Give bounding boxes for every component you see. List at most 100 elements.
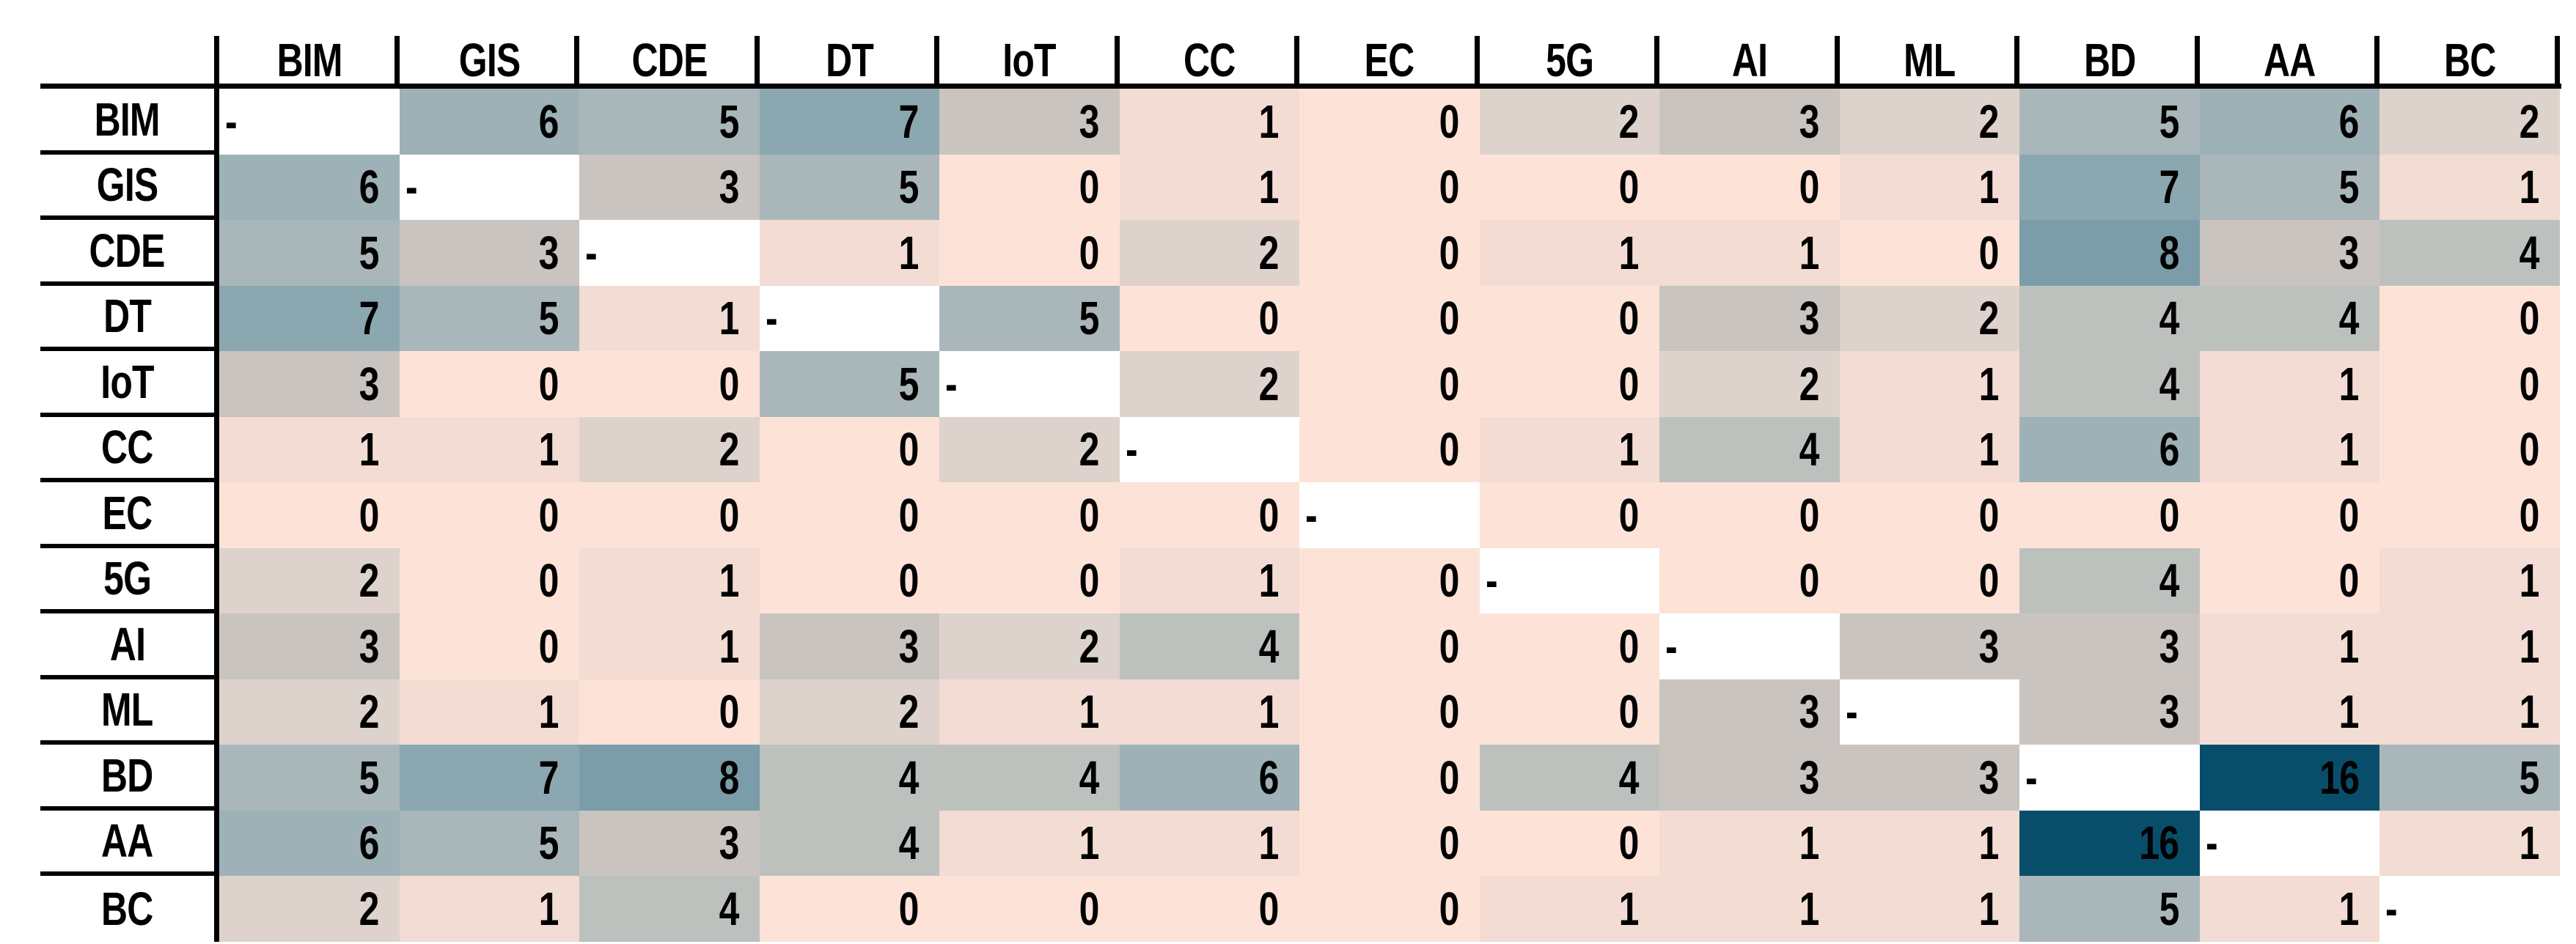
matrix-cell-BIM-BD: 5 [2019,89,2200,155]
matrix-cell-value: 5 [2159,882,2180,935]
matrix-cell-DT-IoT: 5 [939,285,1120,351]
matrix-cell-value: - [765,292,778,345]
matrix-cell-BC-IoT: 0 [939,876,1120,942]
matrix-cell-IoT-CC: 2 [1119,351,1299,417]
matrix-cell-value: 1 [1619,226,1640,279]
matrix-cell-value: 0 [1979,488,2000,542]
matrix-cell-BIM-CDE: 5 [579,89,760,155]
matrix-cell-value: 0 [1439,226,1460,279]
matrix-cell-BC-AI: 1 [1659,876,1840,942]
column-header-label: CC [1183,33,1236,86]
matrix-cell-value: 3 [1979,751,2000,804]
matrix-cell-value: 7 [359,292,380,345]
header-separator-bar [754,36,760,89]
matrix-cell-BIM-BIM: - [219,89,400,155]
matrix-cell-BD-DT: 4 [759,745,939,811]
row-header-DT: DT [40,285,214,351]
header-separator-bar [574,36,579,89]
row-header-EC: EC [40,482,214,548]
matrix-cell-BC-BD: 5 [2019,876,2200,942]
matrix-cell-AA-IoT: 1 [939,810,1120,876]
matrix-body: BIM -6 5 7 3 1 0 2 3 2 5 6 2 GIS 6-3 5 0 1 0 0 0 1 7 5 1 CDE 5 3-1 0… [40,89,2560,942]
matrix-cell-value: 1 [2519,816,2540,870]
matrix-cell-value: - [2025,751,2038,804]
matrix-cell-CDE-BIM: 5 [219,220,400,286]
matrix-cell-value: 1 [719,554,740,608]
matrix-cell-EC-AA: 0 [2199,482,2379,548]
label-column-divider-line [214,36,219,942]
matrix-cell-value: 5 [539,292,559,345]
matrix-cell-value: 2 [1979,292,2000,345]
matrix-cell-value: 0 [1079,882,1100,935]
matrix-cell-CDE-GIS: 3 [399,220,579,286]
matrix-cell-GIS-5G: 0 [1479,154,1659,220]
matrix-cell-value: 4 [1799,423,1820,476]
matrix-cell-CC-EC: 0 [1299,416,1480,482]
matrix-cell-BC-AA: 1 [2199,876,2379,942]
matrix-cell-CDE-ML: 0 [1839,220,2019,286]
matrix-cell-BC-DT: 0 [759,876,939,942]
matrix-cell-AI-IoT: 2 [939,613,1120,679]
matrix-cell-value: 0 [719,357,740,410]
matrix-cell-BIM-GIS: 6 [399,89,579,155]
matrix-cell-value: 5 [719,95,740,148]
matrix-cell-value: 4 [1259,619,1280,673]
matrix-cell-value: 0 [539,554,559,608]
matrix-cell-value: 0 [1979,554,2000,608]
header-separator-bar [2014,36,2019,89]
matrix-cell-BIM-AA: 6 [2199,89,2379,155]
matrix-cell-ML-EC: 0 [1299,679,1480,745]
matrix-cell-value: 0 [1979,226,2000,279]
column-header-label: AI [1731,33,1768,86]
matrix-cell-value: 1 [1079,685,1100,739]
matrix-cell-AI-GIS: 0 [399,613,579,679]
matrix-cell-GIS-AI: 0 [1659,154,1840,220]
matrix-cell-AA-AA: - [2199,810,2379,876]
matrix-cell-value: 3 [2159,685,2180,739]
matrix-cell-value: 1 [899,226,920,279]
matrix-cell-value: 5 [2519,751,2540,804]
column-header-IoT: IoT [939,34,1120,86]
matrix-cell-value: 0 [899,423,920,476]
matrix-cell-value: 0 [1799,554,1820,608]
column-header-AI: AI [1659,33,1840,86]
matrix-cell-value: 4 [1079,751,1100,804]
matrix-cell-value: 0 [1439,816,1460,870]
matrix-cell-EC-5G: 0 [1479,482,1659,548]
row-header-label: DT [103,290,152,343]
row-header-label: BC [101,882,153,935]
matrix-cell-value: 0 [359,488,380,542]
matrix-cell-ML-5G: 0 [1479,679,1659,745]
matrix-cell-value: 1 [2519,619,2540,673]
matrix-row-CDE: CDE 5 3-1 0 2 0 1 1 0 8 3 4 [40,220,2560,286]
matrix-cell-value: 3 [359,619,380,673]
matrix-cell-DT-BC: 0 [2379,285,2560,351]
matrix-cell-IoT-AA: 1 [2199,351,2379,417]
row-header-AA: AA [40,810,214,876]
row-header-label: CC [101,421,153,474]
row-header-label: BD [101,748,153,802]
matrix-cell-value: 1 [1979,357,2000,410]
matrix-cell-value: 1 [1619,423,1640,476]
row-header-label: EC [102,486,153,539]
column-header-label: GIS [458,33,521,86]
matrix-cell-CDE-BD: 8 [2019,220,2200,286]
row-header-IoT: IoT [40,351,214,417]
matrix-cell-value: 5 [2159,95,2180,148]
header-separator-bar [1654,36,1659,89]
matrix-cell-value: 4 [1619,751,1640,804]
matrix-cell-AA-BC: 1 [2379,810,2560,876]
matrix-cell-IoT-CDE: 0 [579,351,760,417]
column-header-5G: 5G [1479,34,1659,86]
matrix-cell-IoT-BD: 4 [2019,351,2200,417]
column-header-row: BIM GIS CDE DT IoT CC EC 5G AI ML BD AA BC [219,33,2560,86]
matrix-cell-value: 1 [1979,423,2000,476]
matrix-cell-value: 1 [1799,882,1820,935]
matrix-cell-BD-5G: 4 [1479,745,1659,811]
matrix-cell-value: 3 [1799,685,1820,739]
matrix-cell-value: - [585,226,598,279]
matrix-cell-value: - [1125,423,1138,476]
matrix-cell-value: 0 [1619,685,1640,739]
matrix-cell-value: 5 [359,751,380,804]
matrix-cell-DT-BIM: 7 [219,285,400,351]
